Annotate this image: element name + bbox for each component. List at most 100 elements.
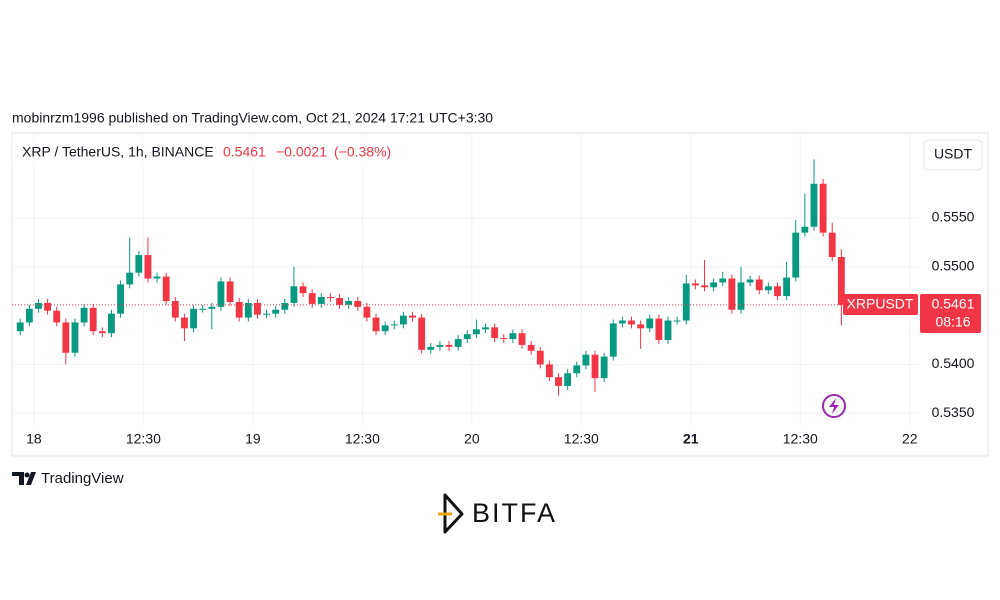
candle-body [555,377,562,386]
candle-body [354,300,362,307]
candle-body [801,226,809,233]
candle-body [582,354,590,366]
candle-body [545,364,553,378]
candle-body [536,350,544,365]
x-tick-label: 20 [464,431,480,447]
candle-body [336,298,343,305]
candle-body [181,317,188,329]
candle-body [774,286,781,297]
candle-body [418,317,426,350]
candle-body [44,302,52,311]
candle-body [564,373,572,386]
candle-body [527,344,535,351]
symbol-label-bg [843,294,918,315]
candle-body [819,183,827,233]
candle-body [783,277,791,297]
axes: 0.5350 0.5400 0.5500 0.5550 18 12:30 19 12:30 20… [26,209,975,447]
candle-body [381,325,389,332]
candle-body [35,302,42,309]
candle-body [764,286,772,291]
candle-body [16,322,24,332]
x-tick-label: 12:30 [783,431,818,447]
candle-body [244,302,252,318]
candle-body [673,320,681,322]
candle-body [600,356,608,379]
candle-body [254,302,261,315]
candle-body [199,308,207,310]
candle-body [126,272,134,285]
candle-body [737,282,745,310]
x-tick-label: 18 [26,431,42,447]
y-tick-label: 0.5350 [932,404,975,420]
candle-body [80,307,88,323]
candle-body [409,315,416,318]
candle-body [372,317,380,332]
candle-body [691,283,699,286]
candle-body [463,334,471,340]
candle-body [445,344,453,347]
x-tick-label: 12:30 [126,431,161,447]
x-tick-label: 12:30 [564,431,599,447]
candle-body [746,279,754,283]
candle-body [755,279,763,291]
candle-body [810,183,818,227]
candle-body [98,331,106,334]
candle-body [637,324,645,329]
candle-body [327,297,334,299]
candle-body [682,283,690,321]
candle-body [509,333,517,340]
price-change-percent: (−0.38%) [334,144,391,160]
candle-body [491,327,499,339]
candle-body [299,286,307,294]
candle-body [62,322,70,353]
candle-body [609,323,617,357]
candle-body [53,310,61,323]
candle-body [144,255,152,279]
y-tick-label: 0.5500 [932,257,975,273]
legend-bg [12,138,412,166]
candle-body [117,284,124,314]
candle-body [427,346,435,350]
candle-body [162,276,170,301]
candle-body [482,327,489,330]
candle-body [71,322,79,353]
price-label: 0.5461 [932,296,975,312]
candle-body [500,338,508,340]
candle-body [591,354,599,379]
candle-body [171,300,179,318]
tradingview-brand: TradingView [41,470,124,487]
candle-body [664,320,672,341]
candle-body [235,301,243,318]
candle-body [472,329,480,335]
price-change: −0.0021 [276,144,327,160]
candle-body [226,281,234,302]
bitfa-logo [438,493,464,534]
candle-body [25,308,33,323]
x-tick-label: 19 [245,431,261,447]
price-label-bg [920,294,981,333]
currency-button-label[interactable]: USDT [934,146,973,162]
currency-button[interactable] [923,139,983,171]
lightning-icon[interactable] [822,394,846,418]
candle-body [792,232,800,278]
candle-body [290,286,298,303]
countdown-label: 08:16 [935,314,970,330]
candle-body [436,344,444,347]
candle-body [317,297,325,304]
candle-body [217,281,225,307]
candle-body [135,255,143,273]
candle-body [518,333,526,345]
x-tick-label: 21 [683,431,699,447]
candle-body [363,306,371,318]
chart-frame [11,132,989,457]
candle-body [655,318,663,341]
candle-body [190,308,197,329]
candle-body [263,313,270,315]
chart-title: XRP / TetherUS, 1h, BINANCE [22,144,214,160]
candle-body [646,318,654,329]
candle-body [208,306,216,309]
x-tick-label: 12:30 [345,431,380,447]
candle-body [701,285,708,288]
